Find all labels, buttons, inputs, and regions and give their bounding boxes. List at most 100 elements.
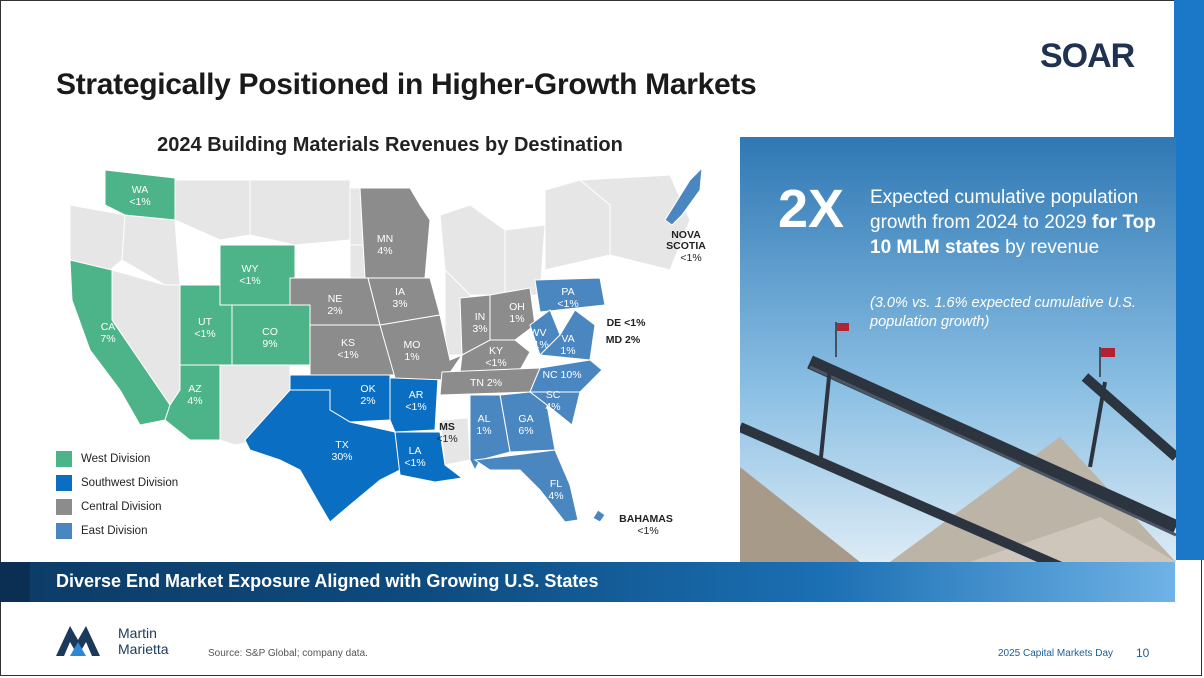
state-code-wa: WA [132,184,149,196]
state-shape-other [121,214,181,286]
stat-text-c: by revenue [999,237,1100,258]
state-shape-nova-scotia [664,166,703,226]
state-value-wv: <1% [527,339,548,351]
us-revenue-map: WA<1%CA7%WY<1%UT<1% CO9%AZ4%OK2% AR<1%TX30… [69,166,706,537]
legend-east: East Division [56,519,178,543]
state-shape-mn [359,187,431,279]
soar-logo-text: SOAR [1040,38,1135,70]
state-code-az: AZ [188,383,202,395]
state-label-md: MD 2% [606,334,641,346]
state-code-sc: SC [546,389,561,401]
nova-scotia-line2: SCOTIA [666,240,706,252]
bahamas-name: BAHAMAS [619,513,673,525]
state-code-in: IN [475,311,486,323]
state-value-in: 3% [472,323,487,335]
stat-big-number: 2X [778,179,845,239]
state-value-co: 9% [262,338,277,350]
state-value-al: 1% [476,425,491,437]
state-code-oh: OH [509,301,525,313]
legend-swatch-central [56,499,72,515]
state-code-ky: KY [489,345,503,357]
state-code-mn: MN [377,233,393,245]
state-shape-va [538,309,596,361]
legend-west: West Division [56,447,178,471]
state-code-ne: NE [328,293,343,305]
state-code-tx: TX [335,439,348,451]
state-code-wv: WV [530,327,547,339]
state-value-sc: 4% [545,401,560,413]
state-code-ok: OK [360,383,375,395]
stat-text-a: Expected cumulative population growth fr… [870,187,1139,233]
state-value-tx: 30% [331,451,352,463]
state-value-ga: 6% [518,425,533,437]
state-code-ca: CA [101,321,116,333]
state-label-tn: TN 2% [470,377,502,389]
state-code-ks: KS [341,337,355,349]
banner-text: Diverse End Market Exposure Aligned with… [56,571,599,591]
banner-accent [0,562,30,602]
state-value-fl: 4% [548,490,563,502]
legend-label-southwest: Southwest Division [81,477,179,489]
state-shape-fl [473,449,579,523]
state-code-la: LA [409,445,422,457]
legend-label-central: Central Division [81,501,162,513]
state-shape-oh [489,287,536,341]
state-shape-wa [104,169,176,221]
banner [0,562,1175,602]
state-value-ky: <1% [485,357,506,369]
state-value-wa: <1% [129,196,150,208]
state-value-ut: <1% [194,328,215,340]
state-shape-other [249,179,351,246]
map-legend: West Division Southwest Division Central… [56,447,178,543]
accent-bar [1174,0,1204,560]
state-shape-ca [69,259,171,426]
state-code-fl: FL [550,478,562,490]
state-shape-other [174,179,251,241]
state-shape-bahamas [592,509,606,523]
state-shape-other [69,204,126,271]
source-note: Source: S&P Global; company data. [208,648,368,659]
state-code-wy: WY [242,263,259,275]
state-value-ar: <1% [405,401,426,413]
state-label-nc: NC 10% [542,369,581,381]
state-code-al: AL [478,413,491,425]
state-code-ms: MS [439,421,455,433]
state-code-ga: GA [518,413,533,425]
state-value-oh: 1% [509,313,524,325]
logo-text-line2: Marietta [118,641,169,657]
state-code-ut: UT [198,316,213,328]
state-shape-az [164,364,221,441]
stat-description: Expected cumulative population growth fr… [870,185,1160,260]
state-code-ar: AR [409,389,424,401]
state-code-ia: IA [395,286,405,298]
legend-swatch-southwest [56,475,72,491]
state-code-pa: PA [561,286,574,298]
state-shape-pa [534,277,606,313]
legend-label-east: East Division [81,525,148,537]
state-code-co: CO [262,326,278,338]
state-value-mo: 1% [404,351,419,363]
legend-southwest: Southwest Division [56,471,178,495]
state-code-va: VA [561,333,574,345]
state-value-va: 1% [560,345,575,357]
state-value-ia: 3% [392,298,407,310]
bahamas-value: <1% [637,525,658,537]
state-value-pa: <1% [557,298,578,310]
stat-text-b: for Top 10 MLM states [870,212,1156,258]
legend-label-west: West Division [81,453,151,465]
logo-text-line1: Martin [118,625,157,641]
state-value-ms: <1% [436,433,457,445]
state-value-wy: <1% [239,275,260,287]
state-label-de: DE <1% [607,317,646,329]
state-value-ok: 2% [360,395,375,407]
state-value-az: 4% [187,395,202,407]
soar-logo: SOAR [1040,38,1136,70]
state-value-ca: 7% [100,333,115,345]
stat-note: (3.0% vs. 1.6% expected cumulative U.S. … [870,295,1136,330]
state-shape-tx [244,389,401,523]
state-value-ks: <1% [337,349,358,361]
conveyor-photo [740,137,1176,562]
state-value-mn: 4% [377,245,392,257]
legend-central: Central Division [56,495,178,519]
legend-swatch-east [56,523,72,539]
